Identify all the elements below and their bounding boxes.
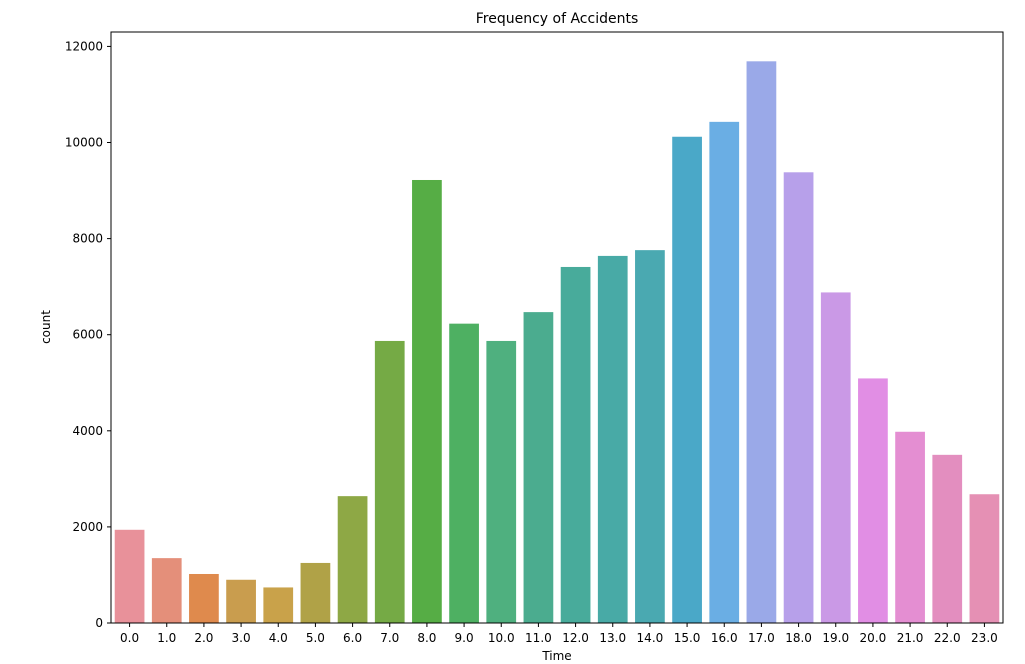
x-tick-label: 21.0	[897, 631, 924, 645]
x-tick-label: 18.0	[785, 631, 812, 645]
x-tick-label: 9.0	[455, 631, 474, 645]
x-tick-label: 8.0	[417, 631, 436, 645]
bar-3-0	[226, 579, 256, 623]
plot-frame	[110, 31, 1004, 624]
y-tick-label: 2000	[72, 520, 103, 534]
chart-title: Frequency of Accidents	[476, 11, 639, 27]
x-tick-label: 4.0	[269, 631, 288, 645]
x-tick-label: 23.0	[971, 631, 998, 645]
x-tick-label: 22.0	[934, 631, 961, 645]
x-tick-label: 7.0	[380, 631, 399, 645]
y-axis-ticks: 0 2000 4000 6000 8000 10000 12000	[65, 39, 111, 630]
x-axis-ticks: 0.0 1.0 2.0 3.0 4.0 5.0 6.0 7.0 8.0 9.0 10.0 11.0 12…	[120, 623, 998, 645]
bar-15-0	[672, 136, 702, 623]
x-tick-label: 17.0	[748, 631, 775, 645]
x-tick-label: 1.0	[157, 631, 176, 645]
bar-12-0	[560, 266, 591, 623]
x-tick-label: 10.0	[488, 631, 515, 645]
bar-2-0	[189, 573, 219, 623]
bar-9-0	[449, 323, 479, 623]
x-tick-label: 16.0	[711, 631, 738, 645]
bar-0-0	[114, 529, 145, 623]
x-tick-label: 14.0	[637, 631, 664, 645]
x-axis-label: Time	[541, 649, 571, 663]
bar-6-0	[337, 496, 368, 623]
y-tick-label: 10000	[65, 136, 103, 150]
y-tick-label: 12000	[65, 39, 103, 53]
bars-group	[114, 61, 1000, 624]
x-tick-label: 15.0	[674, 631, 701, 645]
bar-20-0	[858, 378, 888, 623]
bar-19-0	[820, 292, 851, 623]
bar-16-0	[709, 121, 740, 623]
y-axis-label: count	[39, 310, 53, 344]
bar-21-0	[895, 431, 925, 623]
x-tick-label: 6.0	[343, 631, 362, 645]
bar-17-0	[746, 61, 777, 624]
bar-14-0	[635, 250, 665, 623]
bar-4-0	[263, 587, 294, 623]
bar-7-0	[374, 340, 405, 623]
bar-11-0	[523, 312, 554, 623]
bar-8-0	[412, 179, 442, 624]
x-tick-label: 13.0	[599, 631, 626, 645]
y-tick-label: 6000	[72, 328, 103, 342]
bar-13-0	[597, 255, 628, 623]
y-tick-label: 8000	[72, 232, 103, 246]
x-tick-label: 12.0	[562, 631, 589, 645]
x-tick-label: 20.0	[860, 631, 887, 645]
y-tick-label: 0	[95, 616, 103, 630]
bar-10-0	[486, 340, 517, 623]
x-tick-label: 0.0	[120, 631, 139, 645]
bar-22-0	[932, 454, 963, 623]
x-tick-label: 3.0	[232, 631, 251, 645]
bar-5-0	[300, 562, 331, 623]
bar-23-0	[969, 494, 1000, 623]
x-tick-label: 19.0	[822, 631, 849, 645]
x-tick-label: 2.0	[194, 631, 213, 645]
x-tick-label: 11.0	[525, 631, 552, 645]
bar-1-0	[151, 558, 182, 623]
y-tick-label: 4000	[72, 424, 103, 438]
bar-18-0	[783, 172, 814, 624]
x-tick-label: 5.0	[306, 631, 325, 645]
